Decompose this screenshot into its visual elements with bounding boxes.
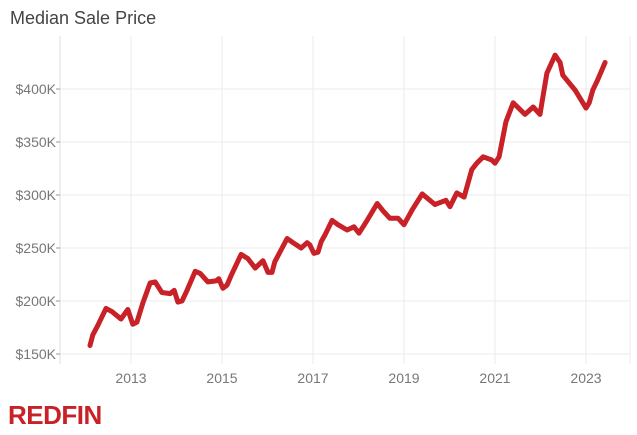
y-tick-label: $150K	[16, 346, 57, 362]
y-tick-label: $400K	[16, 81, 57, 97]
x-tick-label: 2017	[297, 370, 328, 386]
x-tick-label: 2013	[115, 370, 146, 386]
y-tick-label: $250K	[16, 240, 57, 256]
y-axis: $150K $200K $250K $300K $350K $400K	[16, 81, 60, 362]
x-tick-label: 2019	[388, 370, 419, 386]
x-tick-label: 2015	[206, 370, 237, 386]
line-chart: $150K$200K$250K$300K$350K$400K 2013 2015 2…	[16, 36, 631, 386]
x-tick-label: 2023	[570, 370, 601, 386]
x-tick-label: 2021	[479, 370, 510, 386]
x-axis: 2013 2015 2017 2019 2021 2023	[115, 370, 601, 386]
grid	[59, 36, 631, 364]
chart-title: Median Sale Price	[10, 8, 157, 28]
y-tick-label: $200K	[16, 293, 57, 309]
series-line	[87, 52, 608, 348]
y-tick-label: $350K	[16, 134, 57, 150]
y-tick-label: $300K	[16, 187, 57, 203]
redfin-logo: REDFIN	[8, 400, 102, 430]
